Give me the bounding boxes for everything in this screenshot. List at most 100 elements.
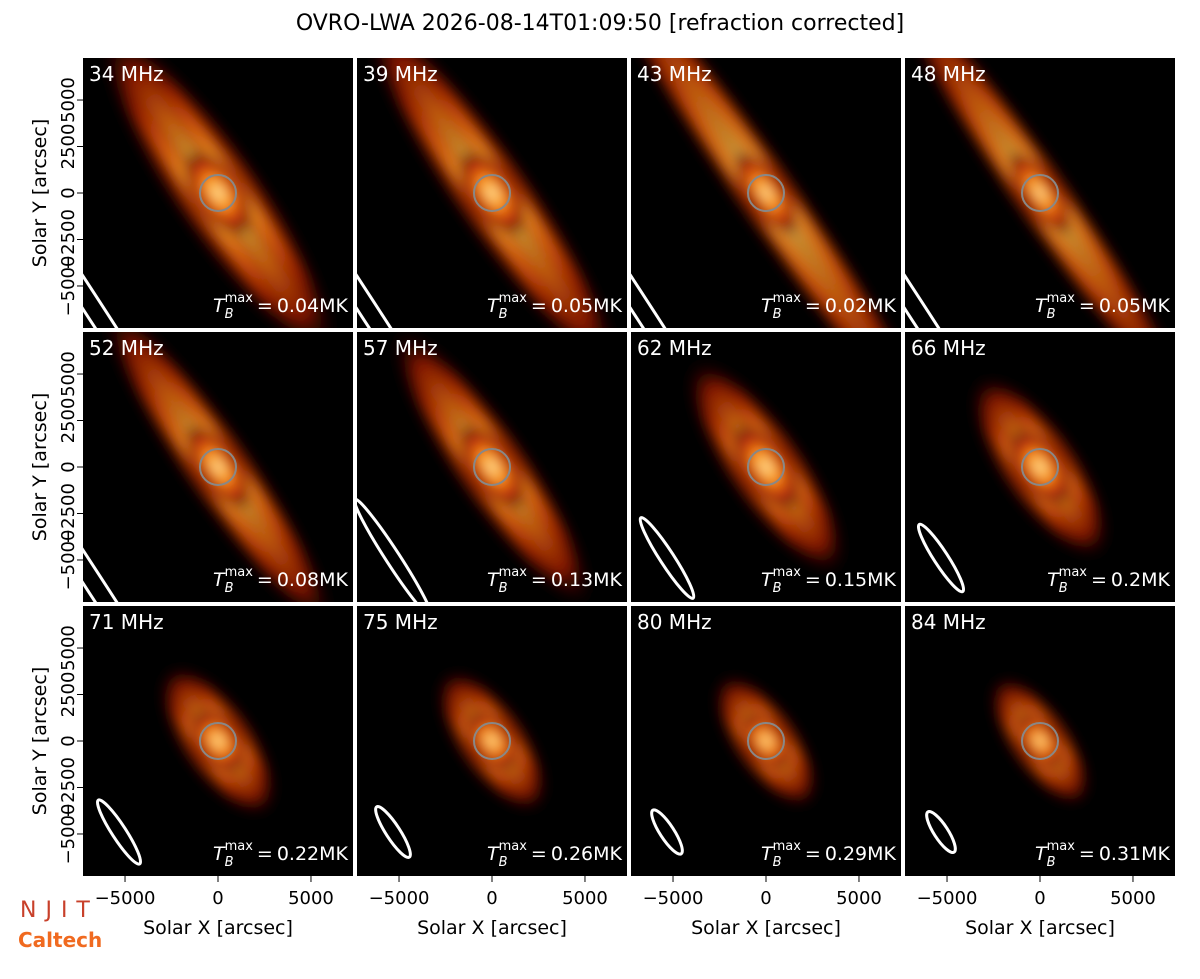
y-tick-label: 5000 <box>58 77 79 123</box>
figure-title: OVRO-LWA 2026-08-14T01:09:50 [refraction… <box>296 11 904 36</box>
tmax-symbol: T <box>213 569 226 591</box>
panel <box>905 58 1175 328</box>
tmax-sup: max <box>499 291 528 306</box>
solar-disk <box>199 722 237 760</box>
x-tick-label: 5000 <box>288 888 334 909</box>
emission <box>905 58 1175 328</box>
tmax-sup: max <box>1047 839 1076 854</box>
tmax-sub: B <box>773 855 782 870</box>
emission <box>157 664 279 818</box>
panel-label: 71 MHz <box>89 610 164 634</box>
logo-njit: NJIT <box>20 898 99 923</box>
panel <box>357 332 627 602</box>
solar-disk <box>1021 722 1059 760</box>
tmax-eq: = <box>1079 295 1095 317</box>
panel <box>631 606 901 876</box>
tmax-value: 0.04MK <box>277 295 349 317</box>
solar-disk <box>747 174 785 212</box>
tmax-value: 0.2MK <box>1111 569 1171 591</box>
tmax-value: 0.29MK <box>825 843 897 865</box>
tmax-label: TBmax = 0.2MK <box>1047 565 1170 596</box>
emission <box>631 58 901 328</box>
tmax-symbol: T <box>487 295 500 317</box>
tmax-sup: max <box>773 839 802 854</box>
tmax-label: TBmax = 0.04MK <box>213 291 348 322</box>
panel <box>631 332 901 602</box>
x-axis-label: Solar X [arcsec] <box>965 917 1115 939</box>
panel-label: 80 MHz <box>637 610 712 634</box>
x-tick-label: −5000 <box>917 888 978 909</box>
emission <box>435 668 549 814</box>
tmax-label: TBmax = 0.31MK <box>1035 839 1170 870</box>
tmax-sub: B <box>773 581 782 596</box>
emission <box>684 358 848 576</box>
tmax-eq: = <box>531 295 547 317</box>
tmax-sub: B <box>499 855 508 870</box>
tmax-label: TBmax = 0.26MK <box>487 839 622 870</box>
y-tick-label: −2500 <box>58 757 79 818</box>
panel <box>83 332 353 602</box>
tmax-label: TBmax = 0.05MK <box>487 291 622 322</box>
solar-disk <box>1021 174 1059 212</box>
x-tick-label: −5000 <box>643 888 704 909</box>
y-tick-label: 5000 <box>58 625 79 671</box>
y-axis-label: Solar Y [arcsec] <box>29 667 51 815</box>
beam <box>650 808 684 856</box>
panel <box>631 58 901 328</box>
y-tick-label: −5000 <box>58 530 79 591</box>
beam <box>357 497 434 602</box>
y-axis-label: Solar Y [arcsec] <box>29 393 51 541</box>
tmax-symbol: T <box>1035 295 1048 317</box>
tmax-eq: = <box>257 569 273 591</box>
tmax-eq: = <box>531 569 547 591</box>
tmax-symbol: T <box>213 295 226 317</box>
tmax-eq: = <box>805 843 821 865</box>
panel <box>83 606 353 876</box>
panel <box>357 606 627 876</box>
x-axis-label: Solar X [arcsec] <box>143 917 293 939</box>
beam <box>83 332 269 602</box>
beam <box>631 58 817 328</box>
panel-label: 48 MHz <box>911 62 986 86</box>
panel-label: 34 MHz <box>89 62 164 86</box>
tmax-sup: max <box>225 839 254 854</box>
panel <box>83 58 353 328</box>
tmax-symbol: T <box>487 843 500 865</box>
tmax-value: 0.31MK <box>1099 843 1171 865</box>
panel-label: 75 MHz <box>363 610 438 634</box>
tmax-sup: max <box>1047 291 1076 306</box>
y-tick-label: 5000 <box>58 351 79 397</box>
tmax-symbol: T <box>761 295 774 317</box>
tmax-sub: B <box>1059 581 1068 596</box>
emission-core <box>465 710 519 772</box>
solar-disk <box>747 448 785 486</box>
tmax-value: 0.05MK <box>551 295 623 317</box>
y-axis-label: Solar Y [arcsec] <box>29 119 51 267</box>
emission-core <box>1007 150 1073 236</box>
tmax-sub: B <box>499 307 508 322</box>
tmax-symbol: T <box>761 843 774 865</box>
panel-label: 52 MHz <box>89 336 164 360</box>
tmax-eq: = <box>805 295 821 317</box>
beam <box>916 522 966 594</box>
tmax-sup: max <box>499 565 528 580</box>
x-tick-label: 5000 <box>836 888 882 909</box>
tmax-sub: B <box>499 581 508 596</box>
panel-label: 43 MHz <box>637 62 712 86</box>
tmax-value: 0.05MK <box>1099 295 1171 317</box>
tmax-sub: B <box>1047 307 1056 322</box>
emission <box>389 332 595 602</box>
tmax-symbol: T <box>1047 569 1060 591</box>
panel-label: 84 MHz <box>911 610 986 634</box>
panel <box>357 58 627 328</box>
x-tick-label: 0 <box>212 888 223 909</box>
tmax-label: TBmax = 0.22MK <box>213 839 348 870</box>
panel-label: 57 MHz <box>363 336 438 360</box>
emission-core <box>731 423 801 511</box>
emission-core <box>733 150 799 236</box>
solar-disk <box>747 722 785 760</box>
tmax-value: 0.13MK <box>551 569 623 591</box>
x-tick-label: 5000 <box>562 888 608 909</box>
logo-caltech: Caltech <box>18 928 102 952</box>
